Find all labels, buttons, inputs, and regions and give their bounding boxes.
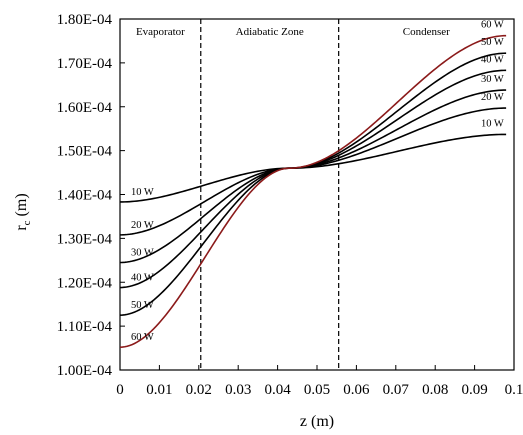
series-label-right-30w: 30 W xyxy=(481,74,504,85)
x-tick-label: 0.04 xyxy=(264,382,291,398)
y-axis: 1.00E-04 1.10E-04 1.20E-04 1.30E-04 1.40E-04… xyxy=(57,12,125,379)
zone-boundaries xyxy=(200,19,340,370)
zone-label-2: Adiabatic Zone xyxy=(236,26,304,38)
x-tick-label: 0.06 xyxy=(343,382,370,398)
y-tick-label: 1.50E-04 xyxy=(57,144,113,160)
series-label-right-20w: 20 W xyxy=(481,92,504,103)
series-line-10w xyxy=(119,133,507,203)
y-tick-label: 1.60E-04 xyxy=(57,100,113,116)
series-label-right-40w: 40 W xyxy=(481,54,504,65)
x-tick-label: 0 xyxy=(116,382,124,398)
series-lines xyxy=(119,34,507,348)
series-labels: 10 W 10 W 20 W 20 W 30 W 30 W 40 W 40 W 50 W 50 W… xyxy=(131,20,504,344)
y-axis-title: rc (m) xyxy=(13,193,33,230)
x-tick-label: 0.09 xyxy=(461,382,487,398)
plot-frame xyxy=(119,18,515,371)
series-line-30w xyxy=(119,89,507,264)
zone-labels: Evaporator Adiabatic Zone Condenser xyxy=(136,26,450,38)
x-axis-title: z (m) xyxy=(300,413,334,430)
y-tick-label: 1.30E-04 xyxy=(57,231,113,247)
series-line-50w xyxy=(119,52,507,316)
series-line-20w xyxy=(119,107,507,236)
y-axis-title-main: r xyxy=(13,225,30,231)
y-tick-label: 1.10E-04 xyxy=(57,319,113,335)
series-label-left-30w: 30 W xyxy=(131,248,154,259)
x-tick-label: 0.05 xyxy=(304,382,330,398)
series-label-left-20w: 20 W xyxy=(131,220,154,231)
svg-text:rc (m): rc (m) xyxy=(13,193,33,230)
series-line-60w xyxy=(119,34,507,348)
y-axis-title-sub: c xyxy=(21,220,33,225)
x-axis: 0 0.01 0.02 0.03 0.04 0.05 0.06 0.07 0.08 0.09 0.1 xyxy=(116,365,523,398)
y-tick-label: 1.80E-04 xyxy=(57,12,113,28)
series-label-left-60w: 60 W xyxy=(131,332,154,343)
y-tick-label: 1.40E-04 xyxy=(57,188,113,204)
series-label-left-50w: 50 W xyxy=(131,300,154,311)
series-line-40w xyxy=(119,69,507,289)
zone-label-1: Evaporator xyxy=(136,26,185,38)
x-tick-label: 0.03 xyxy=(225,382,251,398)
y-axis-title-unit: (m) xyxy=(13,193,30,220)
series-label-right-50w: 50 W xyxy=(481,37,504,48)
series-label-right-10w: 10 W xyxy=(481,118,504,129)
zone-label-3: Condenser xyxy=(403,26,450,38)
series-label-right-60w: 60 W xyxy=(481,20,504,31)
x-tick-label: 0.01 xyxy=(146,382,172,398)
x-tick-label: 0.08 xyxy=(422,382,448,398)
y-tick-label: 1.00E-04 xyxy=(57,363,113,379)
y-tick-label: 1.70E-04 xyxy=(57,56,113,72)
series-label-left-10w: 10 W xyxy=(131,187,154,198)
x-tick-label: 0.1 xyxy=(505,382,523,398)
x-tick-label: 0.07 xyxy=(383,382,410,398)
series-label-left-40w: 40 W xyxy=(131,273,154,284)
x-tick-label: 0.02 xyxy=(186,382,212,398)
y-tick-label: 1.20E-04 xyxy=(57,275,113,291)
plot-area xyxy=(119,18,515,371)
